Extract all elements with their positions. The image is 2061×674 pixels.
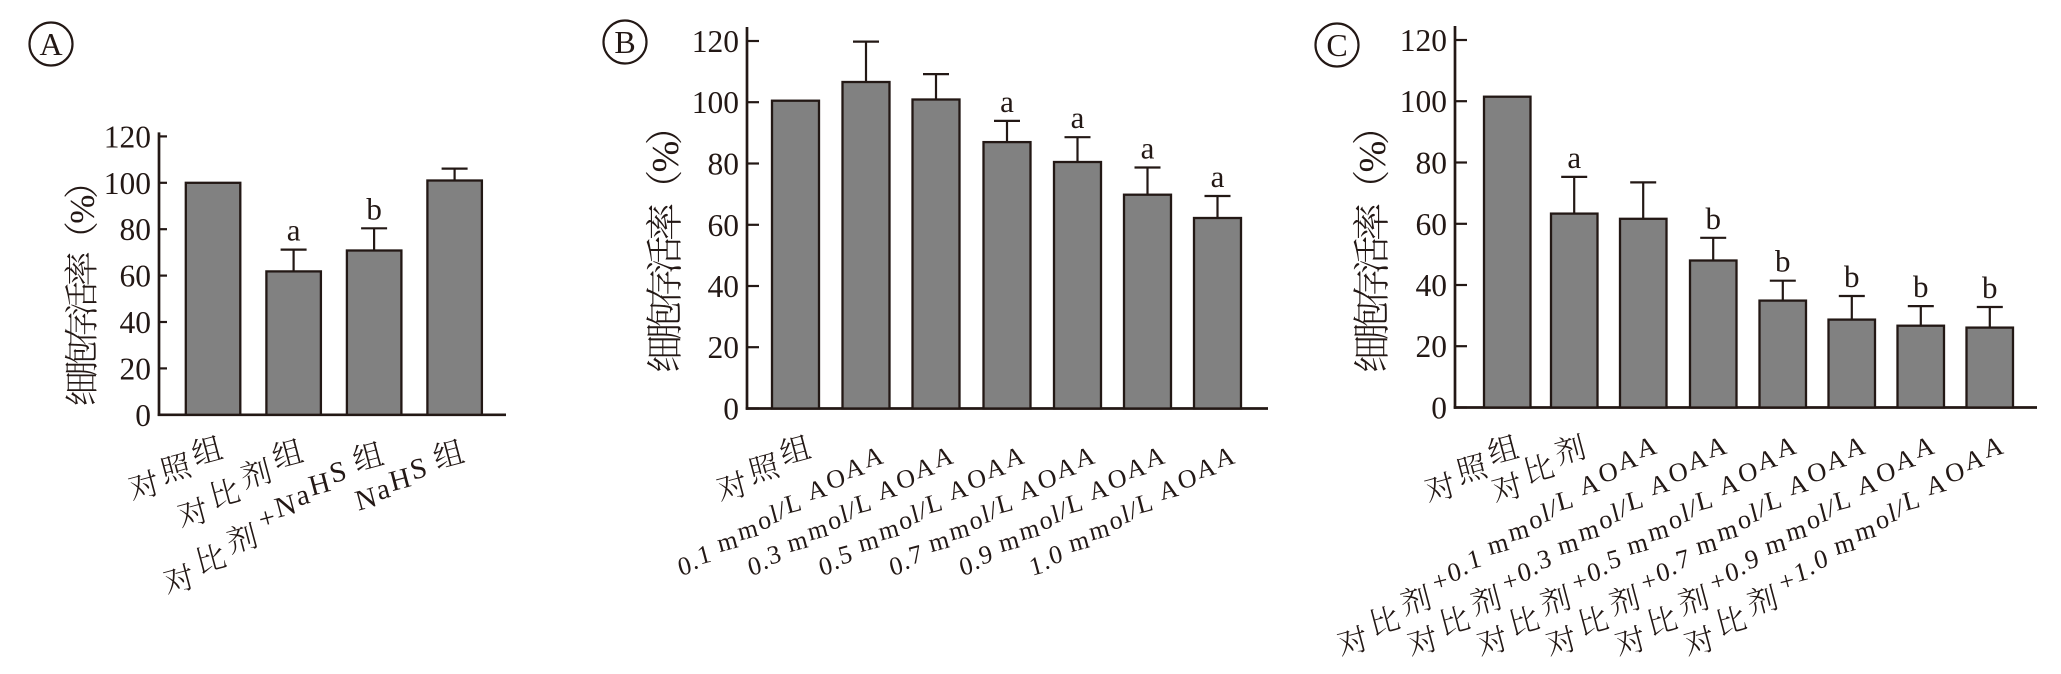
svg-text:a: a (1211, 159, 1225, 194)
svg-text:120: 120 (692, 24, 739, 59)
svg-text:b: b (1775, 244, 1791, 279)
svg-text:80: 80 (120, 212, 152, 247)
svg-text:L: L (993, 487, 1016, 519)
svg-text:b: b (366, 191, 382, 226)
svg-text:S: S (407, 452, 431, 487)
svg-text:20: 20 (708, 330, 740, 365)
svg-text:60: 60 (120, 259, 152, 294)
svg-text:b: b (1982, 270, 1998, 305)
svg-text:20: 20 (1416, 329, 1448, 364)
svg-text:80: 80 (708, 147, 740, 182)
svg-text:a: a (1567, 140, 1581, 175)
svg-text:120: 120 (1400, 23, 1447, 58)
svg-text:0: 0 (1431, 391, 1447, 426)
svg-text:60: 60 (708, 208, 740, 243)
svg-text:L: L (923, 487, 946, 519)
svg-text:b: b (1705, 201, 1721, 236)
svg-text:100: 100 (104, 166, 151, 201)
svg-text:B: B (614, 24, 635, 60)
svg-text:L: L (782, 487, 805, 519)
svg-text:b: b (1913, 269, 1929, 304)
svg-text:40: 40 (708, 269, 740, 304)
svg-text:0: 0 (723, 392, 739, 427)
svg-text:L: L (1133, 487, 1156, 519)
svg-text:%: % (1352, 141, 1394, 173)
svg-text:L: L (1063, 487, 1086, 519)
svg-text:40: 40 (120, 305, 152, 340)
svg-text:L: L (852, 487, 875, 519)
svg-text:L: L (1761, 484, 1784, 517)
svg-text:0: 0 (135, 398, 151, 433)
svg-text:a: a (287, 213, 301, 248)
svg-text:100: 100 (692, 85, 739, 120)
svg-text:L: L (1692, 484, 1715, 517)
svg-text:a: a (1071, 100, 1085, 135)
svg-text:L: L (1553, 484, 1576, 517)
svg-text:40: 40 (1416, 268, 1448, 303)
svg-text:20: 20 (120, 351, 152, 386)
svg-text:C: C (1326, 27, 1347, 63)
svg-text:80: 80 (1416, 146, 1448, 181)
svg-text:a: a (1000, 84, 1014, 119)
svg-text:L: L (1623, 484, 1646, 517)
svg-text:60: 60 (1416, 207, 1448, 242)
svg-text:100: 100 (1400, 84, 1447, 119)
svg-text:b: b (1844, 259, 1860, 294)
svg-text:S: S (326, 455, 350, 490)
svg-text:120: 120 (104, 119, 151, 154)
svg-text:L: L (1899, 484, 1922, 517)
svg-text:L: L (1830, 484, 1853, 517)
svg-text:A: A (39, 26, 62, 62)
svg-text:a: a (1141, 131, 1155, 166)
svg-text:%: % (63, 195, 102, 224)
svg-text:%: % (645, 141, 687, 173)
